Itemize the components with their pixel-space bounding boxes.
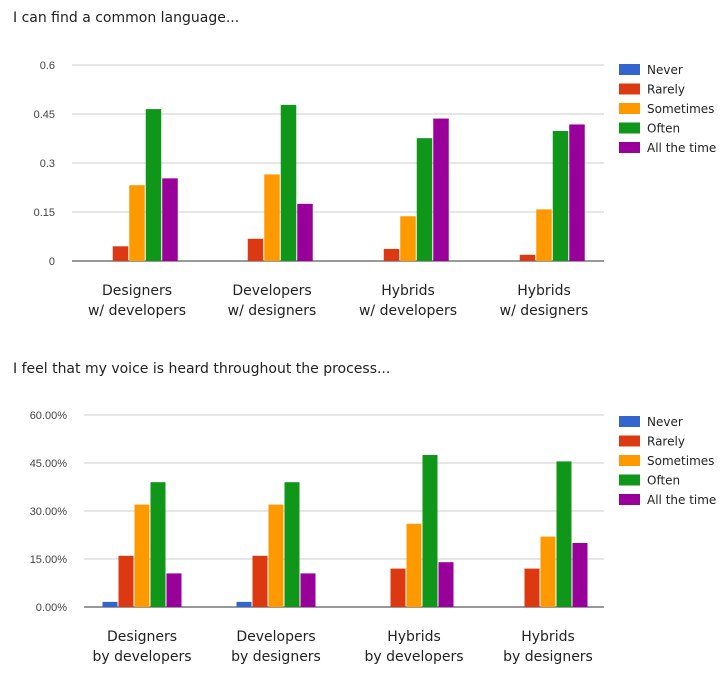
y-tick-label: 0.6 xyxy=(40,60,55,72)
x-category-label: Hybrids xyxy=(387,629,441,645)
x-category-label: Designers xyxy=(107,629,177,645)
legend-label[interactable]: All the time xyxy=(647,493,716,507)
legend-swatch xyxy=(619,416,640,427)
legend-label[interactable]: Rarely xyxy=(647,435,685,449)
bar-all-the-time[interactable] xyxy=(572,543,588,607)
y-tick-label: 60.00% xyxy=(30,410,68,422)
y-tick-label: 0.00% xyxy=(36,602,67,614)
legend-swatch xyxy=(619,494,640,505)
x-category-label: Hybrids xyxy=(521,629,575,645)
legend-swatch xyxy=(619,83,640,95)
x-category-label: by designers xyxy=(231,649,321,665)
x-category-label: by designers xyxy=(503,649,593,665)
x-category-label: w/ developers xyxy=(359,303,457,319)
bar-rarely[interactable] xyxy=(252,555,268,607)
y-tick-label: 0.3 xyxy=(40,158,55,170)
legend-swatch xyxy=(619,142,640,153)
y-tick-label: 30.00% xyxy=(30,506,68,518)
x-category-label: w/ designers xyxy=(500,303,589,319)
bar-often[interactable] xyxy=(284,482,300,607)
bar-all-the-time[interactable] xyxy=(569,124,585,261)
legend-swatch xyxy=(619,122,640,134)
x-category-label: Designers xyxy=(102,283,172,299)
legend-label[interactable]: Sometimes xyxy=(647,454,714,468)
bar-all-the-time[interactable] xyxy=(166,573,182,607)
y-tick-label: 15.00% xyxy=(30,554,68,566)
legend-swatch xyxy=(619,103,640,114)
bar-sometimes[interactable] xyxy=(134,504,150,607)
y-tick-label: 0.45 xyxy=(34,109,55,121)
bar-rarely[interactable] xyxy=(118,555,134,607)
bar-all-the-time[interactable] xyxy=(433,118,449,261)
bar-rarely[interactable] xyxy=(383,248,400,261)
bar-all-the-time[interactable] xyxy=(297,203,313,261)
x-category-label: Developers xyxy=(236,629,315,645)
x-category-label: by developers xyxy=(92,649,191,665)
bar-sometimes[interactable] xyxy=(268,504,284,607)
bar-all-the-time[interactable] xyxy=(300,573,316,607)
x-category-label: w/ developers xyxy=(88,303,186,319)
legend-swatch xyxy=(619,435,640,447)
bar-often[interactable] xyxy=(416,138,433,261)
bar-often[interactable] xyxy=(150,482,166,607)
legend-label[interactable]: All the time xyxy=(647,141,716,155)
bar-often[interactable] xyxy=(422,455,438,607)
bar-sometimes[interactable] xyxy=(536,209,552,261)
x-category-label: w/ designers xyxy=(228,303,317,319)
bar-rarely[interactable] xyxy=(112,246,129,261)
legend-swatch xyxy=(619,455,640,466)
legend-label[interactable]: Often xyxy=(647,474,680,488)
chart-title-common-language: I can find a common language... xyxy=(13,10,240,26)
legend-label[interactable]: Sometimes xyxy=(647,102,714,116)
bar-chart-common-language: 0 0.15 0.3 0.45 0.6 Designers w/ developers Dev… xyxy=(34,60,717,319)
legend-swatch xyxy=(619,474,640,486)
bar-sometimes[interactable] xyxy=(406,523,422,607)
bar-chart-voice-heard: 0.00% 15.00% 30.00% 45.00% 60.00% Designers by… xyxy=(30,410,717,665)
bar-sometimes[interactable] xyxy=(129,185,145,261)
x-category-label: Developers xyxy=(232,283,311,299)
legend-label[interactable]: Rarely xyxy=(647,83,685,97)
bar-sometimes[interactable] xyxy=(400,216,416,261)
bar-all-the-time[interactable] xyxy=(438,562,454,607)
bar-never[interactable] xyxy=(102,601,118,607)
x-category-label: Hybrids xyxy=(517,283,571,299)
bar-sometimes[interactable] xyxy=(540,536,556,607)
y-tick-label: 45.00% xyxy=(30,458,68,470)
bar-all-the-time[interactable] xyxy=(162,178,178,261)
bar-rarely[interactable] xyxy=(390,568,406,607)
bar-often[interactable] xyxy=(280,104,297,261)
legend-label[interactable]: Often xyxy=(647,122,680,136)
bar-rarely[interactable] xyxy=(524,568,540,607)
legend-label[interactable]: Never xyxy=(647,415,683,429)
bar-never[interactable] xyxy=(236,601,252,607)
bar-sometimes[interactable] xyxy=(264,174,280,261)
bar-rarely[interactable] xyxy=(247,238,264,261)
y-tick-label: 0 xyxy=(49,256,55,268)
legend-label[interactable]: Never xyxy=(647,63,683,77)
bar-often[interactable] xyxy=(552,130,569,261)
bar-often[interactable] xyxy=(145,109,162,261)
x-category-label: Hybrids xyxy=(381,283,435,299)
bar-rarely[interactable] xyxy=(519,254,536,261)
y-tick-label: 0.15 xyxy=(34,207,55,219)
chart-title-voice-heard: I feel that my voice is heard throughout… xyxy=(13,361,391,377)
x-category-label: by developers xyxy=(364,649,463,665)
bar-often[interactable] xyxy=(556,461,572,607)
legend-swatch xyxy=(619,64,640,75)
